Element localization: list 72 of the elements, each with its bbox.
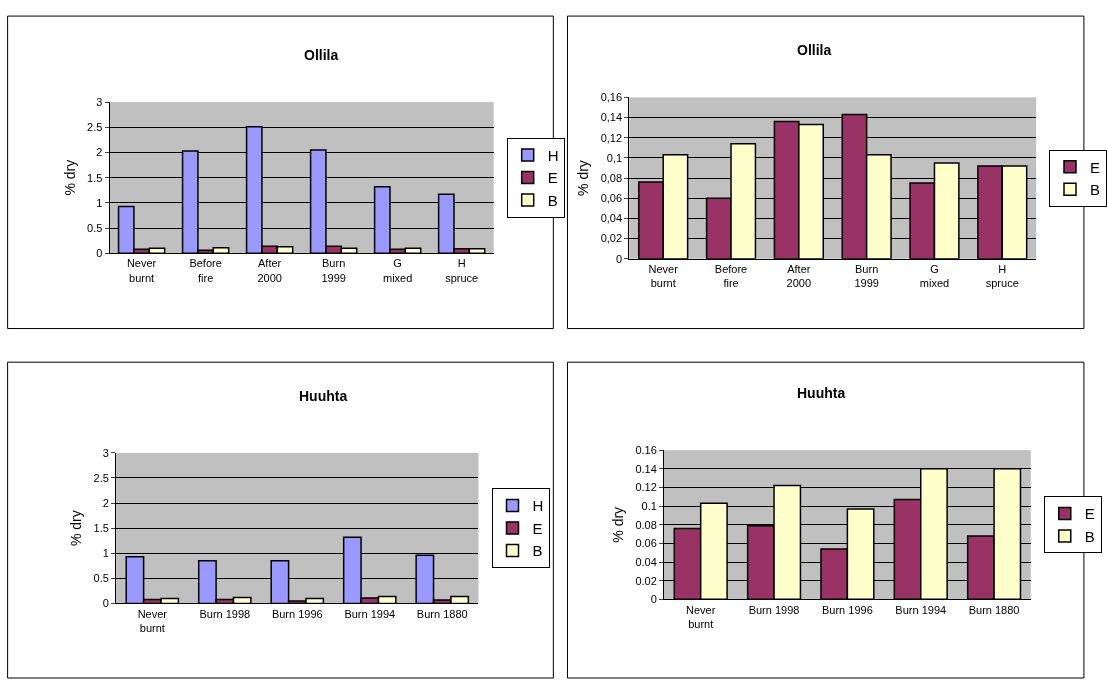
y-tick-label: 0,06 <box>600 192 623 205</box>
y-tick-label: 0.02 <box>635 574 657 587</box>
y-axis-title: % dry <box>610 506 626 543</box>
x-tick-label: G mixed <box>382 257 413 284</box>
y-tick-label: 0 <box>650 593 657 606</box>
legend-label: H <box>547 146 559 164</box>
legend-label: H <box>532 497 544 515</box>
y-tick-label: 0.06 <box>635 537 657 550</box>
y-tick-label: 0,02 <box>600 232 623 245</box>
y-tick-label: 0.5 <box>87 221 103 234</box>
legend-label: B <box>547 191 558 209</box>
legend-label: B <box>1090 181 1101 199</box>
y-tick-label: 0,14 <box>600 111 623 124</box>
y-tick-label: 0.12 <box>635 481 657 494</box>
x-tick-label: Burn 1880 <box>416 607 468 620</box>
y-tick-label: 0.08 <box>635 518 657 531</box>
x-tick-label: After 2000 <box>257 257 282 284</box>
x-tick-label: Burn 1996 <box>271 607 323 620</box>
y-tick-label: 1 <box>102 547 109 560</box>
y-tick-label: 0,04 <box>600 212 623 225</box>
y-tick-label: 1 <box>96 196 103 209</box>
y-tick-label: 1.5 <box>93 521 109 534</box>
y-tick-label: 2 <box>102 496 109 509</box>
y-tick-label: 0,16 <box>600 91 623 104</box>
x-tick-label: Never burnt <box>126 257 157 284</box>
y-tick-label: 0,12 <box>600 131 623 144</box>
x-tick-label: Before fire <box>714 262 748 290</box>
y-axis-title: % dry <box>68 510 85 547</box>
y-tick-label: 0.14 <box>635 462 657 475</box>
x-tick-label: Never burnt <box>686 603 716 630</box>
x-tick-label: G mixed <box>919 262 950 290</box>
y-tick-label: 1.5 <box>87 171 103 184</box>
x-tick-label: After 2000 <box>786 262 812 290</box>
x-tick-label: Burn 1999 <box>854 262 879 290</box>
y-tick-label: 2.5 <box>93 471 109 484</box>
y-tick-label: 0.5 <box>93 572 109 585</box>
x-tick-label: Burn 1998 <box>199 607 251 620</box>
chart-title: Huuhta <box>797 385 846 401</box>
chart-title: Ollila <box>304 47 339 63</box>
x-tick-label: Before fire <box>189 257 222 284</box>
y-tick-label: 0 <box>96 247 103 260</box>
y-tick-label: 0 <box>615 252 623 265</box>
x-tick-label: Burn 1998 <box>748 603 800 616</box>
x-tick-label: Never burnt <box>137 607 168 634</box>
x-tick-label: Burn 1999 <box>321 257 346 284</box>
y-axis-title: % dry <box>61 159 78 196</box>
legend-label: E <box>532 519 543 537</box>
chart-title: Huuhta <box>299 388 348 404</box>
x-tick-label: Burn 1996 <box>822 603 873 616</box>
y-tick-label: 0.04 <box>635 555 657 568</box>
x-tick-label: Never burnt <box>648 262 679 290</box>
chart-title: Ollila <box>797 42 832 58</box>
x-tick-label: Burn 1880 <box>968 603 1020 616</box>
y-tick-label: 3 <box>96 95 103 108</box>
y-tick-label: 2.5 <box>87 121 103 134</box>
legend-label: B <box>1084 527 1095 545</box>
y-tick-label: 0 <box>102 597 109 610</box>
y-tick-label: 3 <box>102 446 109 459</box>
legend-label: B <box>532 542 543 560</box>
y-tick-label: 0,08 <box>600 171 623 184</box>
y-tick-label: 2 <box>96 146 103 159</box>
legend-label: E <box>547 169 558 187</box>
x-tick-label: H spruce <box>985 262 1019 290</box>
legend-label: E <box>1084 505 1095 523</box>
y-tick-label: 0.16 <box>635 444 657 457</box>
y-tick-label: 0,1 <box>606 151 623 164</box>
legend-label: E <box>1090 158 1101 176</box>
x-tick-label: Burn 1994 <box>895 603 947 616</box>
y-tick-label: 0.1 <box>641 499 657 512</box>
x-tick-label: H spruce <box>445 257 479 284</box>
x-tick-label: Burn 1994 <box>344 607 396 620</box>
y-axis-title: % dry <box>575 160 592 196</box>
